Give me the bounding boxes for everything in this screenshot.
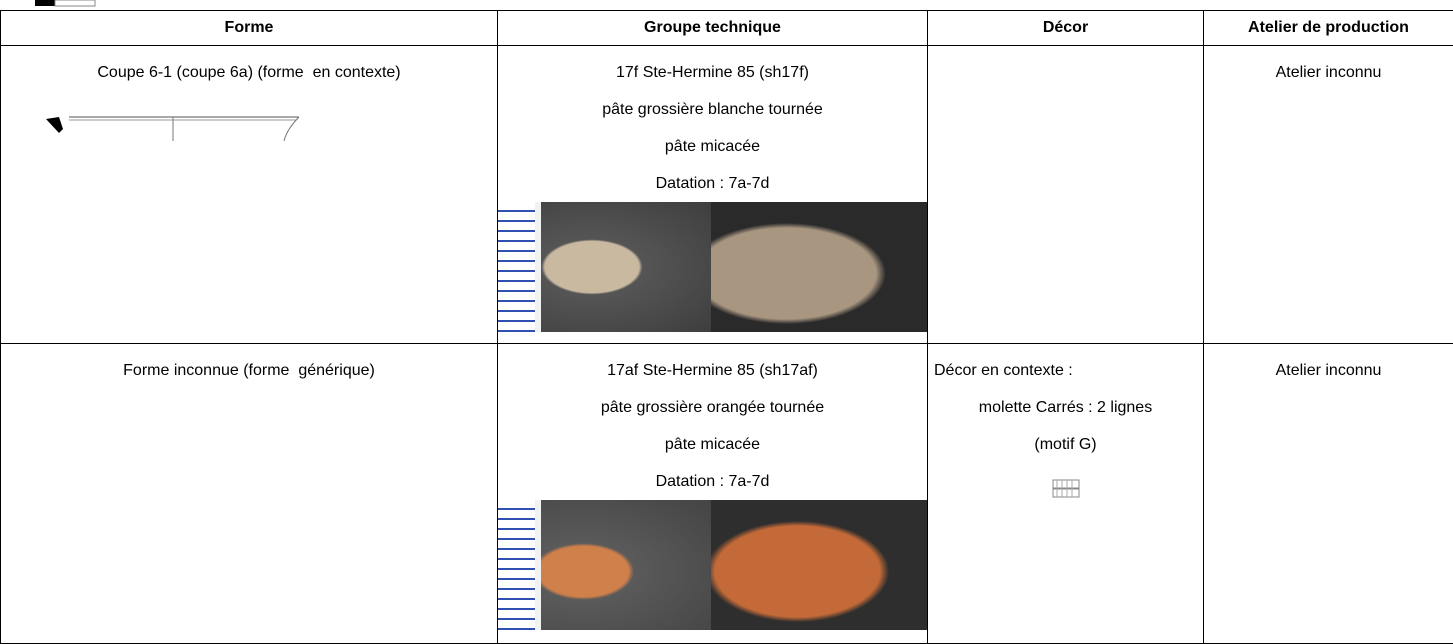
forme-cell: Coupe 6-1 (coupe 6a) (forme en contexte)	[1, 46, 498, 344]
groupe-line: 17af Ste-Hermine 85 (sh17af)	[498, 352, 927, 389]
forme-cell: Forme inconnue (forme générique)	[1, 344, 498, 644]
groupe-line: pâte micacée	[498, 128, 927, 165]
decor-line: (motif G)	[928, 426, 1203, 463]
groupe-cell: 17af Ste-Hermine 85 (sh17af) pâte grossi…	[498, 344, 928, 644]
decor-cell: Décor en contexte : molette Carrés : 2 l…	[928, 344, 1204, 644]
forme: Coupe 6-1 (coupe 6a) (forme en contexte)	[1, 54, 497, 91]
decor-cell	[928, 46, 1204, 344]
atelier: Atelier inconnu	[1204, 54, 1453, 91]
groupe-line: Datation : 7a-7d	[498, 165, 927, 202]
groupe-line: pâte grossière orangée tournée	[498, 389, 927, 426]
results-table: Forme Groupe technique Décor Atelier de …	[0, 10, 1453, 644]
profile-drawing	[41, 99, 341, 149]
top-strip	[0, 0, 1453, 10]
header-cell: Atelier de production	[1204, 11, 1453, 46]
header-cell: Décor	[928, 11, 1204, 46]
groupe-line: pâte micacée	[498, 426, 927, 463]
forme: Forme inconnue (forme générique)	[1, 352, 497, 389]
row: Forme inconnue (forme générique) 17af St…	[1, 344, 1453, 644]
decor-line: molette Carrés : 2 lignes	[928, 389, 1203, 426]
header-cell: Groupe technique	[498, 11, 928, 46]
decor-line: Décor en contexte :	[928, 352, 1203, 389]
row: Coupe 6-1 (coupe 6a) (forme en contexte)…	[1, 46, 1453, 344]
decor-stamp	[1051, 477, 1081, 501]
header-cell: Forme	[1, 11, 498, 46]
atelier: Atelier inconnu	[1204, 352, 1453, 389]
groupe-line: Datation : 7a-7d	[498, 463, 927, 500]
sample-photos	[498, 500, 927, 630]
atelier-cell: Atelier inconnu	[1204, 344, 1453, 644]
logo-fragment	[30, 0, 170, 10]
groupe-line: pâte grossière blanche tournée	[498, 91, 927, 128]
groupe-cell: 17f Ste-Hermine 85 (sh17f) pâte grossièr…	[498, 46, 928, 344]
sample-photos	[498, 202, 927, 332]
groupe-line: 17f Ste-Hermine 85 (sh17f)	[498, 54, 927, 91]
atelier-cell: Atelier inconnu	[1204, 46, 1453, 344]
header-row: Forme Groupe technique Décor Atelier de …	[1, 11, 1453, 46]
